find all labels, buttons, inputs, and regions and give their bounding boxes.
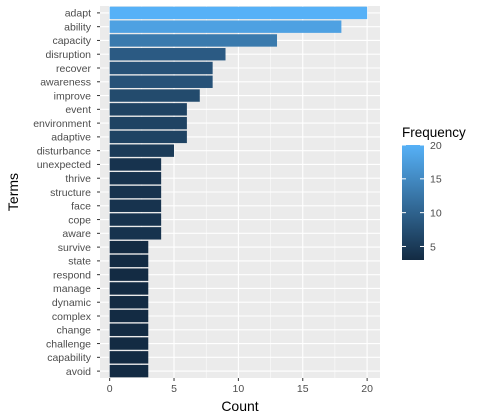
legend-tick-label: 5 — [430, 241, 436, 253]
bar-adaptive — [109, 130, 187, 144]
bar-disruption — [109, 48, 226, 61]
bar-face — [109, 199, 162, 212]
y-tick-label: face — [71, 201, 91, 213]
bar-event — [109, 103, 187, 116]
x-tick-label: 15 — [297, 383, 309, 395]
y-tick-label: challenge — [46, 338, 91, 350]
y-tick-label: unexpected — [37, 159, 91, 171]
bar-change — [109, 323, 149, 336]
x-tick-label: 20 — [361, 383, 373, 395]
y-tick-label: capacity — [52, 35, 91, 47]
bar-structure — [109, 185, 162, 199]
bar-dynamic — [109, 296, 149, 309]
bar-survive — [109, 240, 149, 254]
y-tick-label: dynamic — [52, 297, 91, 309]
bar-ability — [109, 20, 342, 33]
x-tick-labels: 0 5 10 15 20 — [107, 378, 373, 395]
y-tick-label: adaptive — [51, 132, 91, 144]
legend: Frequency 5 10 15 20 — [402, 125, 466, 260]
legend-title: Frequency — [402, 125, 466, 140]
y-tick-label: improve — [54, 90, 92, 102]
bar-challenge — [109, 337, 149, 350]
y-tick-label: complex — [52, 311, 92, 323]
bar-manage — [109, 282, 149, 295]
y-tick-label: capability — [47, 352, 92, 364]
y-tick-label: aware — [62, 228, 91, 240]
bar-capability — [109, 351, 149, 364]
legend-tick-label: 20 — [430, 140, 442, 152]
bar-adapt — [109, 6, 368, 20]
bar-aware — [109, 227, 162, 240]
bar-respond — [109, 268, 149, 281]
y-tick-label: survive — [58, 242, 91, 254]
y-tick-label: environment — [33, 118, 91, 130]
bar-avoid — [109, 364, 149, 378]
bar-complex — [109, 309, 149, 323]
y-tick-label: manage — [53, 283, 91, 295]
bar-disturbance — [109, 144, 175, 157]
y-tick-label: adapt — [65, 8, 91, 20]
legend-ticks: 5 10 15 20 — [402, 140, 442, 253]
bars — [109, 6, 368, 378]
bar-unexpected — [109, 158, 162, 171]
y-tick-label: event — [65, 104, 91, 116]
bar-awareness — [109, 75, 213, 88]
x-axis-title: Count — [221, 398, 258, 414]
y-tick-label: change — [57, 325, 92, 337]
legend-tick-label: 15 — [430, 174, 442, 186]
bar-recover — [109, 61, 213, 75]
y-tick-label: awareness — [40, 77, 91, 89]
y-tick-label: recover — [56, 63, 92, 75]
bar-capacity — [109, 34, 278, 47]
y-tick-label: thrive — [65, 173, 91, 185]
bar-improve — [109, 89, 200, 102]
y-tick-label: respond — [53, 269, 91, 281]
x-tick-label: 10 — [233, 383, 245, 395]
legend-colorbar — [402, 145, 424, 260]
x-tick-label: 5 — [171, 383, 177, 395]
bar-thrive — [109, 172, 162, 185]
x-tick-label: 0 — [107, 383, 113, 395]
y-tick-label: cope — [68, 214, 91, 226]
y-tick-label: disruption — [45, 49, 91, 61]
y-tick-label: avoid — [66, 366, 91, 378]
bar-state — [109, 254, 149, 268]
y-tick-label: disturbance — [37, 145, 91, 157]
y-tick-label: ability — [64, 21, 92, 33]
y-tick-label: state — [68, 256, 91, 268]
y-tick-label: structure — [50, 187, 91, 199]
bar-environment — [109, 116, 187, 130]
legend-tick-label: 10 — [430, 207, 442, 219]
y-axis-title: Terms — [5, 173, 21, 211]
bar-cope — [109, 213, 162, 226]
